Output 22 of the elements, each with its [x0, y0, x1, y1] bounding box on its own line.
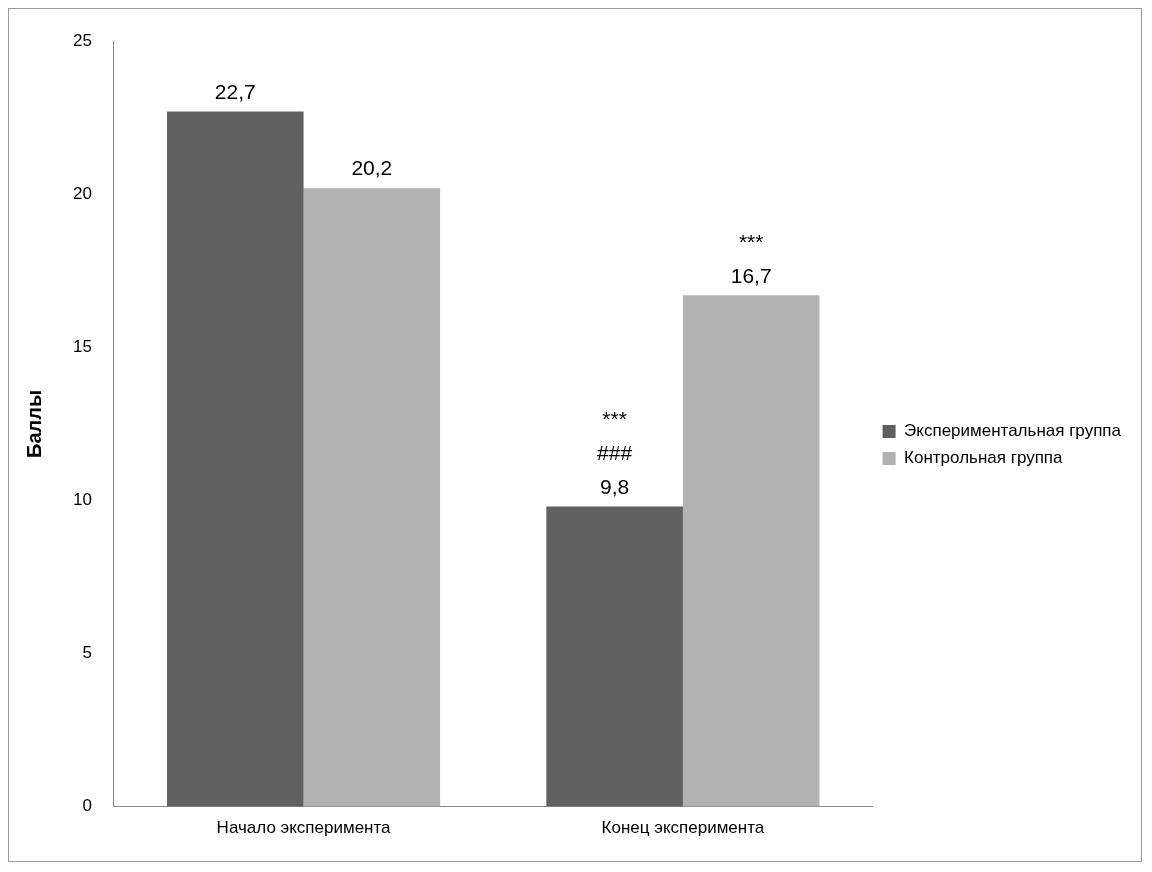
y-tick-label: 20 — [72, 183, 92, 203]
x-tick-label: Конец эксперимента — [601, 818, 765, 838]
bar — [167, 111, 304, 807]
bar — [303, 188, 441, 807]
y-axis-title: Баллы — [22, 389, 45, 458]
data-label: 20,2 — [351, 156, 393, 180]
legend-label: Контрольная группа — [904, 448, 1064, 468]
y-tick-label: 5 — [82, 643, 92, 663]
annotation: *** — [738, 229, 764, 253]
annotation: *** — [602, 406, 627, 430]
data-label: 16,7 — [730, 263, 772, 287]
bar — [682, 295, 820, 807]
bar — [546, 506, 683, 807]
data-label: 22,7 — [214, 79, 256, 103]
legend-label: Экспериментальная группа — [904, 421, 1122, 441]
data-label: 9,8 — [600, 474, 630, 498]
y-tick-label: 25 — [72, 30, 92, 50]
y-tick-label: 10 — [72, 490, 92, 510]
x-tick-label: Начало эксперимента — [216, 818, 392, 838]
y-tick-label: 0 — [82, 796, 92, 816]
annotation: ### — [597, 440, 633, 464]
y-tick-label: 15 — [72, 337, 92, 357]
